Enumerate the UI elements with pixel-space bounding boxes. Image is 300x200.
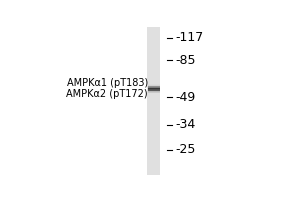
Bar [148, 90, 160, 91]
Bar [148, 92, 160, 93]
Text: -34: -34 [176, 118, 196, 131]
Bar [147, 27, 160, 175]
Text: -49: -49 [176, 91, 196, 104]
Text: AMPKα1 (pT183): AMPKα1 (pT183) [67, 78, 148, 88]
Bar [148, 92, 160, 93]
Bar [148, 90, 160, 91]
Text: -25: -25 [176, 143, 196, 156]
Bar [148, 86, 160, 87]
Bar [148, 85, 160, 86]
Bar [148, 84, 160, 85]
Bar [148, 89, 160, 90]
Bar [148, 86, 160, 87]
Text: -117: -117 [176, 31, 204, 44]
Bar [148, 88, 160, 89]
Bar [148, 91, 160, 92]
Bar [148, 88, 160, 89]
Text: AMPKα2 (pT172): AMPKα2 (pT172) [66, 89, 148, 99]
Bar [148, 87, 160, 88]
Text: -85: -85 [176, 54, 196, 67]
